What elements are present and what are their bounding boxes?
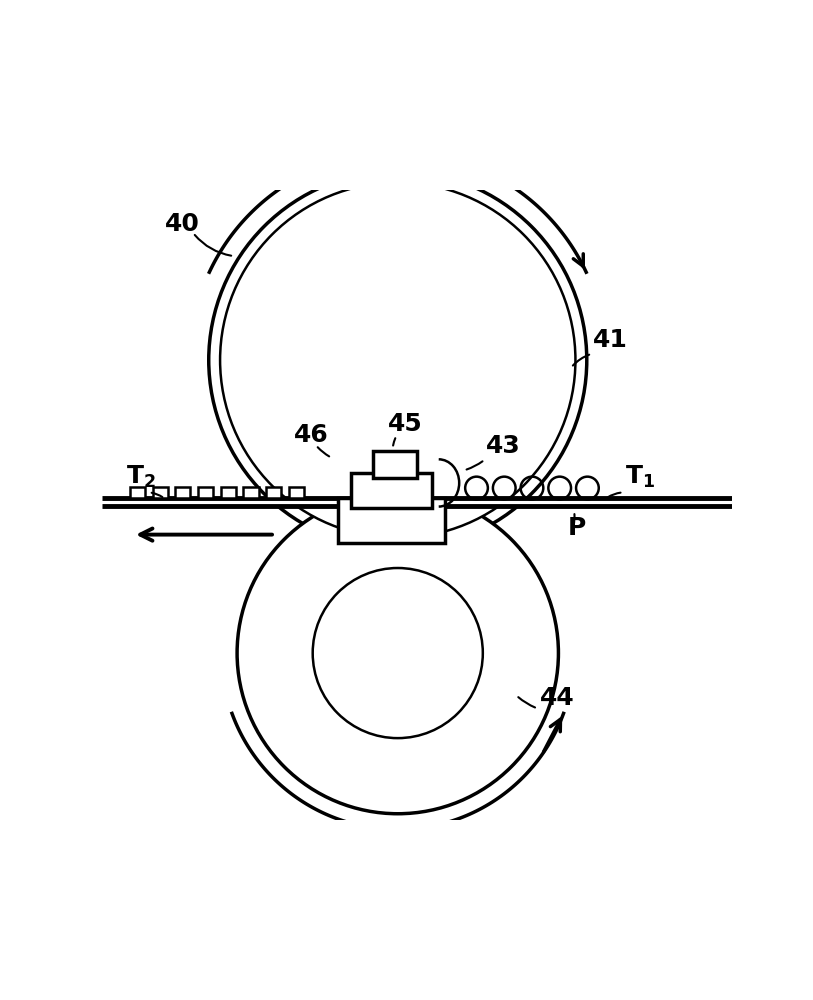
Text: 45: 45 [389,412,423,436]
Text: 44: 44 [540,686,574,710]
Text: 43: 43 [486,434,520,458]
Circle shape [237,492,559,814]
Text: $\mathbf{T_1}$: $\mathbf{T_1}$ [624,464,654,490]
Bar [220,487,236,498]
Bar [350,473,433,508]
Circle shape [209,171,587,549]
Circle shape [220,182,576,538]
Circle shape [313,568,483,738]
Bar [289,487,304,498]
Bar [243,487,259,498]
Bar [372,451,416,478]
Text: P: P [567,516,586,540]
Bar [102,498,732,506]
Bar [130,487,145,498]
Bar [153,487,167,498]
Bar [338,498,445,543]
Bar [266,487,281,498]
Text: 41: 41 [593,328,628,352]
Text: $\mathbf{T_2}$: $\mathbf{T_2}$ [125,464,155,490]
Text: 46: 46 [293,423,328,447]
Bar [198,487,213,498]
Bar [176,487,190,498]
Text: 40: 40 [165,212,199,236]
